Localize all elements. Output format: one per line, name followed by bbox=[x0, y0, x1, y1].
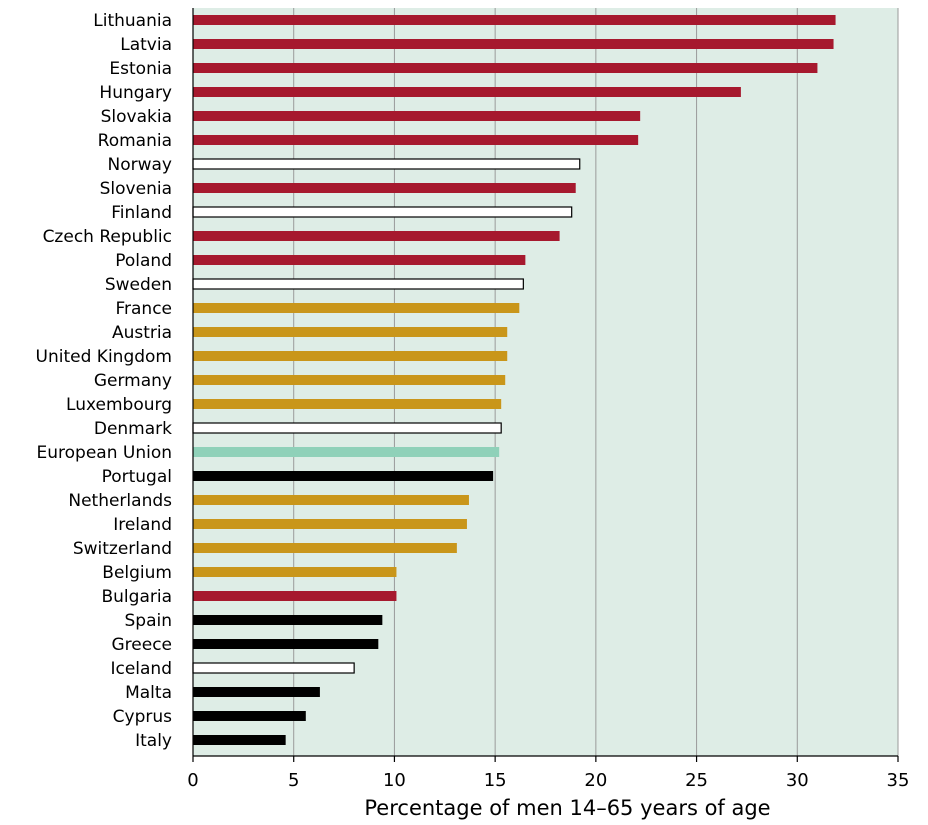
category-label: Switzerland bbox=[73, 539, 172, 559]
bar bbox=[192, 206, 573, 218]
bar bbox=[193, 615, 383, 625]
category-label: Poland bbox=[115, 251, 172, 271]
bar bbox=[192, 662, 355, 674]
bar bbox=[193, 135, 639, 145]
category-label: Malta bbox=[125, 683, 172, 703]
category-label: Romania bbox=[98, 131, 172, 151]
bar bbox=[193, 591, 397, 601]
bar bbox=[193, 711, 306, 721]
bar bbox=[193, 111, 641, 121]
bar bbox=[193, 639, 379, 649]
category-labels: Lithuania Latvia Estonia Hungary Slovakia Rom… bbox=[36, 11, 173, 751]
category-label: Netherlands bbox=[68, 491, 172, 511]
category-label: Italy bbox=[135, 731, 172, 751]
category-label: Luxembourg bbox=[66, 395, 172, 415]
category-label: Denmark bbox=[94, 419, 172, 439]
bar bbox=[192, 158, 581, 170]
category-label: Ireland bbox=[113, 515, 172, 535]
x-tick-label: 0 bbox=[187, 770, 198, 791]
category-label: Latvia bbox=[120, 35, 172, 55]
category-label: Iceland bbox=[110, 659, 172, 679]
bar bbox=[193, 231, 560, 241]
category-label: Norway bbox=[108, 155, 173, 175]
bar bbox=[192, 278, 524, 290]
bar bbox=[193, 303, 520, 313]
category-label: Hungary bbox=[99, 83, 172, 103]
x-tick-label: 35 bbox=[887, 770, 910, 791]
category-label: Finland bbox=[111, 203, 172, 223]
bar bbox=[193, 39, 834, 49]
category-label: Greece bbox=[111, 635, 172, 655]
bar bbox=[193, 399, 502, 409]
category-label: Slovenia bbox=[100, 179, 172, 199]
bar bbox=[193, 327, 508, 337]
category-label: Sweden bbox=[105, 275, 172, 295]
x-axis-title: Percentage of men 14–65 years of age bbox=[364, 796, 770, 820]
bar bbox=[193, 87, 741, 97]
bar bbox=[193, 471, 494, 481]
category-label: United Kingdom bbox=[36, 347, 172, 367]
x-tick-label: 25 bbox=[685, 770, 708, 791]
x-tick-label: 10 bbox=[383, 770, 406, 791]
x-tick-label: 20 bbox=[584, 770, 607, 791]
bar bbox=[193, 447, 500, 457]
category-label: Portugal bbox=[102, 467, 172, 487]
bar bbox=[193, 351, 508, 361]
x-tick-label: 15 bbox=[484, 770, 507, 791]
x-tick-label: 30 bbox=[786, 770, 809, 791]
bar bbox=[193, 63, 818, 73]
category-label: Austria bbox=[112, 323, 172, 343]
category-label: France bbox=[115, 299, 172, 319]
bar bbox=[193, 495, 469, 505]
bar bbox=[193, 687, 320, 697]
category-label: Czech Republic bbox=[43, 227, 172, 247]
bar bbox=[193, 15, 836, 25]
bar bbox=[193, 543, 457, 553]
bar bbox=[192, 422, 502, 434]
bar bbox=[193, 255, 526, 265]
category-label: Germany bbox=[94, 371, 172, 391]
category-label: Spain bbox=[125, 611, 173, 631]
category-label: Belgium bbox=[102, 563, 172, 583]
bar bbox=[193, 375, 506, 385]
bar bbox=[193, 183, 576, 193]
category-label: European Union bbox=[37, 443, 173, 463]
category-label: Slovakia bbox=[101, 107, 172, 127]
x-tick-label: 5 bbox=[288, 770, 299, 791]
bar bbox=[193, 567, 397, 577]
category-label: Cyprus bbox=[113, 707, 172, 727]
category-label: Estonia bbox=[109, 59, 172, 79]
bar bbox=[193, 735, 286, 745]
category-label: Bulgaria bbox=[102, 587, 173, 607]
x-axis: 0 5 10 15 20 25 30 35 bbox=[187, 8, 909, 791]
bar bbox=[193, 519, 467, 529]
category-label: Lithuania bbox=[93, 11, 172, 31]
